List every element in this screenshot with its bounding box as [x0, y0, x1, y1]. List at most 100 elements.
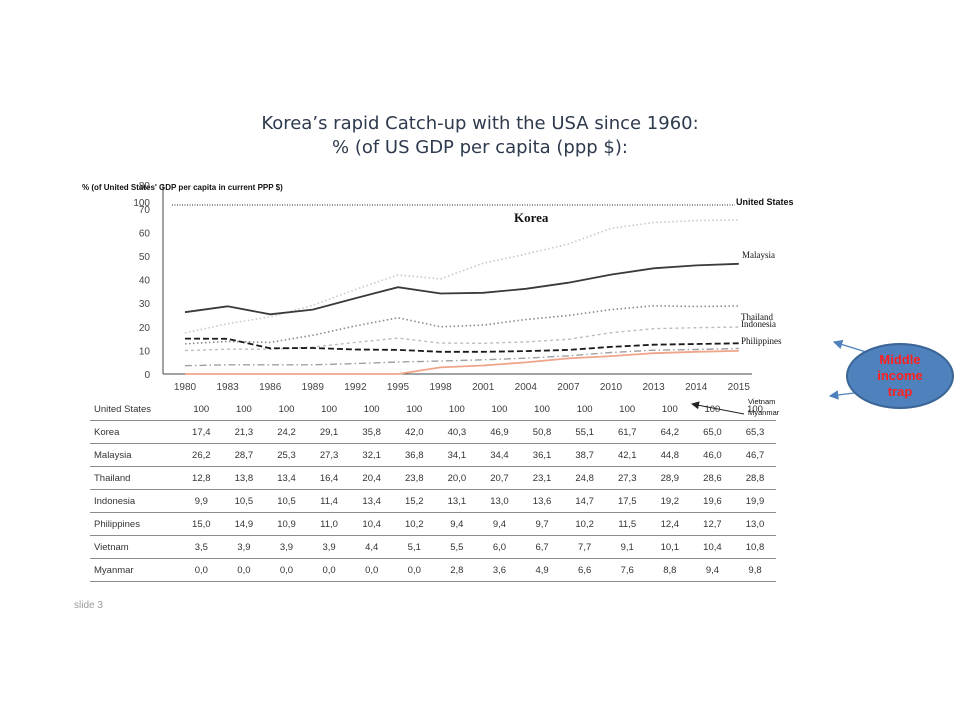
table-cell: 100 — [180, 398, 223, 421]
table-cell: 9,1 — [605, 535, 649, 559]
data-table: United States 100 100 100 100 100 100 100 100 100… — [90, 398, 777, 582]
table-cell: 9,7 — [520, 512, 564, 536]
table-cell: 27,3 — [307, 443, 351, 467]
table-cell: 100 — [691, 398, 734, 421]
table-cell: 11,0 — [307, 512, 351, 536]
table-cell: 65,0 — [691, 420, 734, 444]
table-cell: 29,1 — [307, 420, 351, 444]
table-cell: 10,2 — [563, 512, 606, 536]
table-cell: 15,2 — [392, 489, 436, 513]
y-tick-label: 0 — [144, 370, 150, 381]
series-line-korea — [184, 219, 739, 334]
table-cell: 100 — [648, 398, 692, 421]
table-cell: 46,7 — [733, 443, 777, 467]
x-tick-label: 2007 — [557, 382, 580, 393]
table-cell: 100 — [563, 398, 606, 421]
x-tick-label: 1998 — [429, 382, 452, 393]
table-cell: 6,0 — [478, 535, 521, 559]
table-cell: 28,8 — [733, 466, 777, 490]
series-label-thailand: Thailand — [741, 312, 773, 322]
table-cell: 7,7 — [563, 535, 606, 559]
table-cell: 15,0 — [180, 512, 223, 536]
table-cell: 42,0 — [392, 420, 436, 444]
row-label: Thailand — [90, 466, 180, 490]
series-label-united-states: United States — [736, 197, 794, 207]
x-tick-label: 2010 — [600, 382, 623, 393]
table-cell: 24,2 — [265, 420, 308, 444]
table-cell: 10,5 — [265, 489, 308, 513]
middle-income-trap-callout: Middle income trap — [846, 343, 954, 409]
table-cell: 9,4 — [478, 512, 521, 536]
y-tick-label: 20 — [139, 323, 151, 334]
table-cell: 3,9 — [307, 535, 351, 559]
table-cell: 17,4 — [180, 420, 223, 444]
table-cell: 100 — [478, 398, 521, 421]
table-cell: 6,7 — [520, 535, 564, 559]
series-line-philippines — [184, 337, 739, 353]
korea-annotation: Korea — [514, 210, 549, 225]
chart-title-line-2: % (of US GDP per capita (ppp $): — [332, 137, 628, 158]
table-cell: 40,3 — [435, 420, 479, 444]
table-cell: 100 — [350, 398, 393, 421]
table-cell: 61,7 — [605, 420, 649, 444]
series-line-myanmar — [185, 350, 739, 375]
chart-title-line-1: Korea’s rapid Catch-up with the USA sinc… — [261, 113, 699, 134]
row-label: Vietnam — [90, 535, 180, 559]
table-cell: 21,3 — [222, 420, 266, 444]
y-tick-label: 30 — [139, 299, 151, 310]
table-cell: 10,8 — [733, 535, 777, 559]
table-cell: 5,5 — [435, 535, 479, 559]
table-row: Myanmar 0,0 0,0 0,0 0,0 0,0 0,0 2,8 3,6 4,9 6,6 7,6… — [90, 558, 777, 582]
table-cell: 13,4 — [350, 489, 393, 513]
chart-title: Korea’s rapid Catch-up with the USA sinc… — [0, 112, 960, 160]
table-cell: 13,1 — [435, 489, 479, 513]
table-cell: 44,8 — [648, 443, 692, 467]
table-row: Philippines 15,0 14,9 10,9 11,0 10,4 10,2 9,4 9,… — [90, 512, 777, 536]
table-cell: 10,5 — [222, 489, 266, 513]
table-cell: 100 — [265, 398, 308, 421]
table-cell: 7,6 — [605, 558, 649, 582]
table-cell: 23,1 — [520, 466, 564, 490]
table-row: Indonesia 9,9 10,5 10,5 11,4 13,4 15,2 13,1 13,0… — [90, 489, 777, 513]
table-cell: 10,4 — [350, 512, 393, 536]
y-tick-label-top: 100 — [133, 198, 150, 209]
slide-number: slide 3 — [74, 600, 103, 611]
table-cell: 0,0 — [307, 558, 351, 582]
x-tick-label: 2004 — [515, 382, 538, 393]
table-cell: 6,6 — [563, 558, 606, 582]
x-tick-label: 1980 — [174, 382, 197, 393]
table-cell: 100 — [307, 398, 351, 421]
y-tick-label: 40 — [139, 276, 151, 287]
table-cell: 34,4 — [478, 443, 521, 467]
table-cell: 46,0 — [691, 443, 734, 467]
table-cell: 100 — [222, 398, 266, 421]
table-cell: 3,9 — [222, 535, 266, 559]
table-cell: 0,0 — [392, 558, 436, 582]
table-cell: 13,4 — [265, 466, 308, 490]
table-cell: 10,2 — [392, 512, 436, 536]
table-cell: 17,5 — [605, 489, 649, 513]
table-cell: 20,7 — [478, 466, 521, 490]
table-row: Thailand 12,8 13,8 13,4 16,4 20,4 23,8 20,0 20,7… — [90, 466, 777, 490]
x-tick-label: 1986 — [259, 382, 282, 393]
callout-line-3: trap — [887, 384, 913, 399]
table-cell: 38,7 — [563, 443, 606, 467]
table-cell: 19,6 — [691, 489, 734, 513]
callout-line-1: Middle — [879, 352, 921, 367]
y-tick-label: 50 — [139, 252, 151, 263]
table-cell: 36,8 — [392, 443, 436, 467]
table-cell: 55,1 — [563, 420, 606, 444]
table-cell: 9,4 — [691, 558, 734, 582]
table-cell: 42,1 — [605, 443, 649, 467]
series-line-vietnam — [184, 347, 739, 367]
table-cell: 64,2 — [648, 420, 692, 444]
table-cell: 65,3 — [733, 420, 777, 444]
y-tick-label: 10 — [139, 346, 151, 357]
y-tick-label: 70 — [139, 205, 151, 216]
table-cell: 13,6 — [520, 489, 564, 513]
y-axis-title: % (of United States' GDP per capita in c… — [82, 183, 283, 192]
table-cell: 13,0 — [478, 489, 521, 513]
table-cell: 9,9 — [180, 489, 223, 513]
series-label-malaysia: Malaysia — [742, 250, 775, 260]
table-cell: 3,5 — [180, 535, 223, 559]
